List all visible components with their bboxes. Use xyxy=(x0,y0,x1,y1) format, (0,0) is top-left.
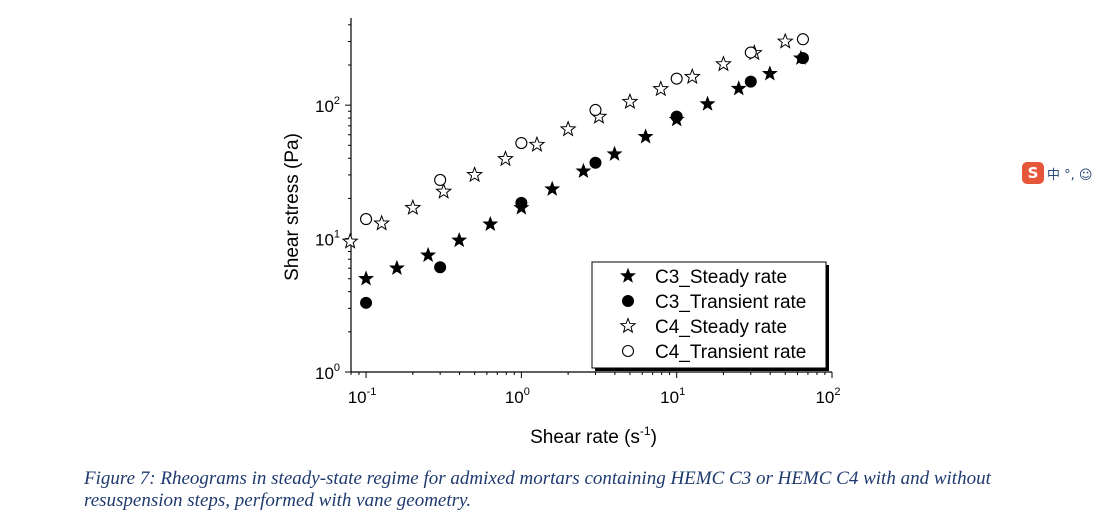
data-point xyxy=(358,270,374,286)
y-tick-label: 102 xyxy=(315,95,340,116)
legend-label: C4_Transient rate xyxy=(655,342,806,363)
legend-label: C3_Steady rate xyxy=(655,267,787,288)
data-point xyxy=(744,75,757,88)
x-tick-label: 10-1 xyxy=(348,386,377,407)
series-c3-steady-rate xyxy=(358,49,809,286)
x-axis-ticks: 10-1 100 101 102 xyxy=(348,372,841,407)
legend-marker xyxy=(621,344,635,358)
data-point xyxy=(466,165,484,183)
y-axis-title: Shear stress (Pa) xyxy=(282,133,303,281)
data-point xyxy=(670,72,683,85)
data-point xyxy=(360,213,373,226)
data-point xyxy=(670,110,683,123)
data-point xyxy=(360,296,373,309)
data-point xyxy=(683,67,701,85)
series-c3-transient-rate xyxy=(360,52,809,309)
data-point xyxy=(373,214,391,231)
data-point xyxy=(637,128,654,144)
data-point xyxy=(559,120,577,137)
legend: C3_Steady rate C3_Transient rate C4_Steady… xyxy=(591,261,829,371)
data-point xyxy=(404,198,422,216)
ime-status[interactable]: 中 °, ☺ xyxy=(1047,167,1093,183)
data-point xyxy=(589,156,602,169)
data-point xyxy=(388,259,405,275)
legend-marker xyxy=(620,267,636,283)
y-tick-label: 101 xyxy=(315,229,340,250)
data-point xyxy=(528,135,546,152)
data-point xyxy=(761,65,778,81)
data-point xyxy=(482,215,499,232)
data-point xyxy=(435,182,453,199)
data-point xyxy=(699,95,716,111)
data-point xyxy=(606,145,623,161)
data-points xyxy=(341,32,809,309)
data-point xyxy=(515,136,528,150)
data-point xyxy=(730,80,747,96)
legend-label: C4_Steady rate xyxy=(655,317,787,338)
data-point xyxy=(496,150,514,167)
data-point xyxy=(341,232,359,249)
data-point xyxy=(544,180,561,196)
data-point xyxy=(515,196,528,209)
y-tick-label: 100 xyxy=(315,362,340,383)
data-point xyxy=(652,80,670,97)
legend-marker xyxy=(619,317,637,334)
data-point xyxy=(589,103,602,117)
data-point xyxy=(434,173,447,187)
x-tick-label: 102 xyxy=(815,386,840,407)
legend-label: C3_Transient rate xyxy=(655,292,806,313)
data-point xyxy=(714,55,732,72)
data-point xyxy=(621,92,639,109)
ime-logo-icon[interactable]: S xyxy=(1022,162,1044,184)
figure-caption: Figure 7: Rheograms in steady-state regi… xyxy=(84,468,991,511)
data-point xyxy=(575,162,592,178)
x-axis-title: Shear rate (s-1) xyxy=(530,424,657,448)
data-point xyxy=(451,231,468,248)
data-point xyxy=(796,52,809,65)
ime-toolbar[interactable]: S 中 °, ☺ xyxy=(1022,162,1092,184)
data-point xyxy=(744,46,757,59)
axes xyxy=(350,18,832,373)
data-point xyxy=(796,33,809,46)
data-point xyxy=(434,261,447,274)
data-point xyxy=(776,32,794,49)
data-point xyxy=(420,246,437,263)
y-axis-ticks: 100 101 102 xyxy=(315,24,351,383)
legend-marker xyxy=(622,295,634,307)
x-tick-label: 100 xyxy=(505,386,530,407)
x-tick-label: 101 xyxy=(660,386,685,407)
series-c4-transient-rate xyxy=(360,33,809,226)
series-c4-steady-rate xyxy=(341,32,794,249)
